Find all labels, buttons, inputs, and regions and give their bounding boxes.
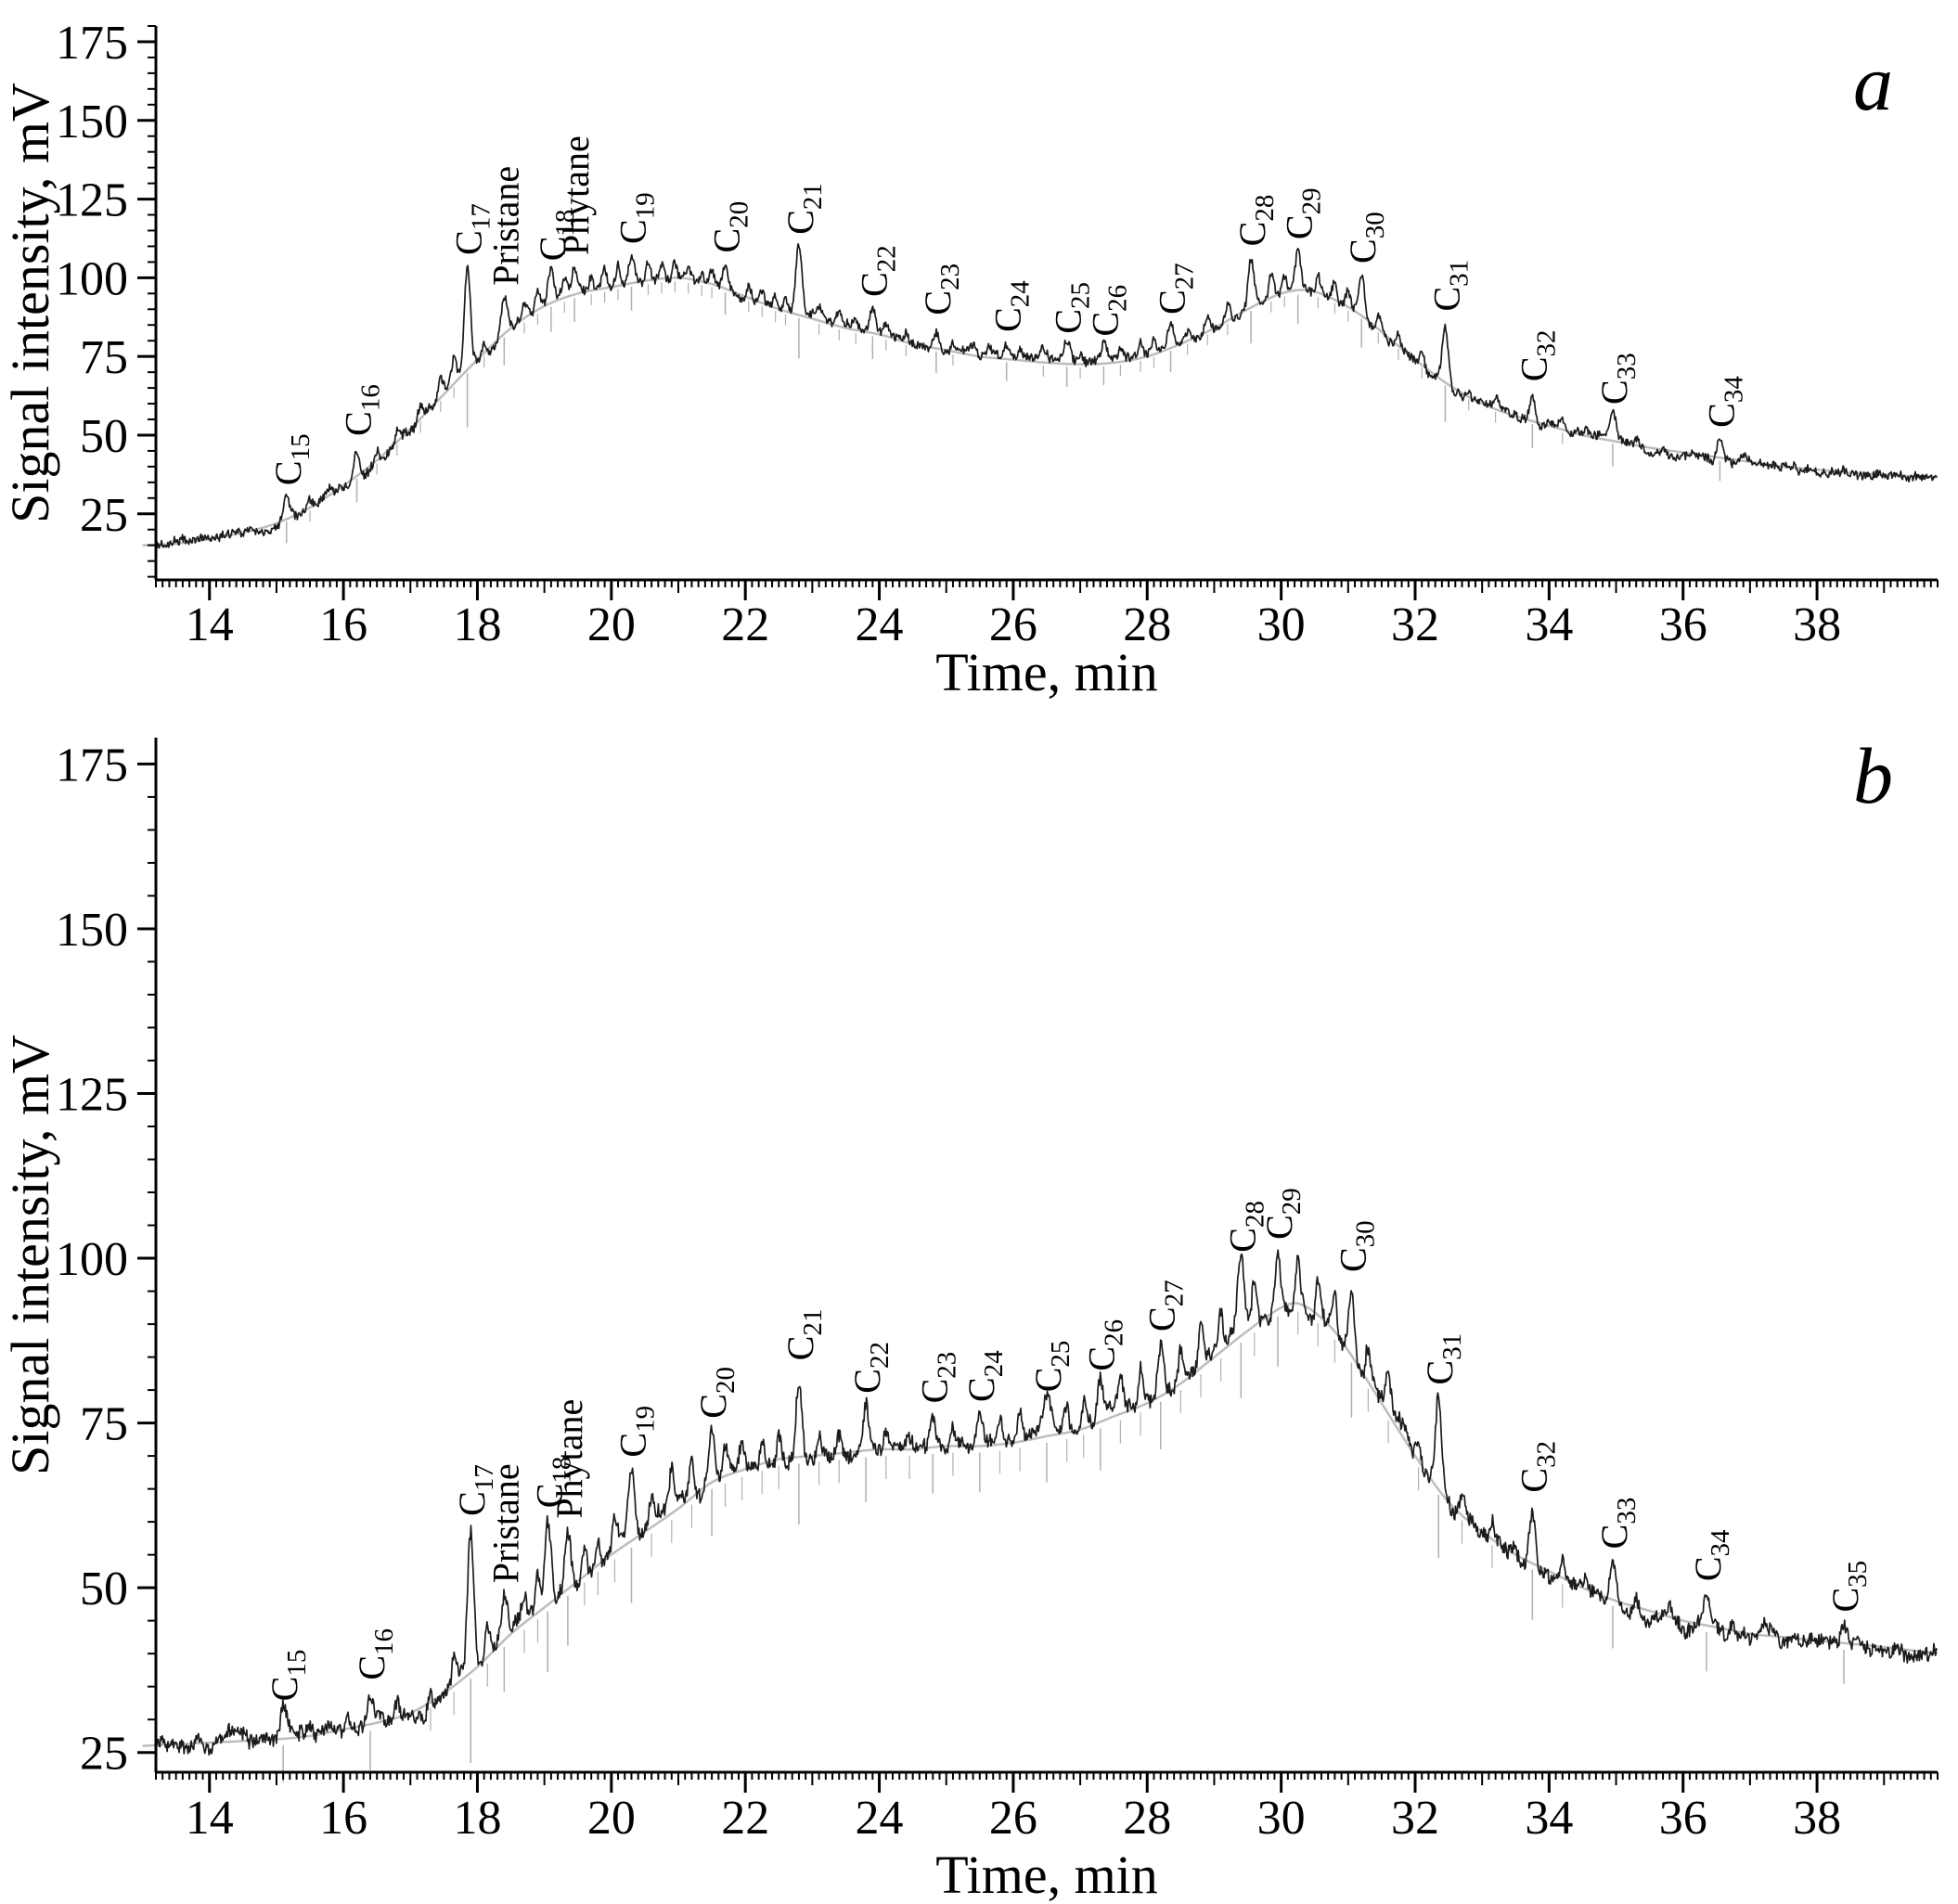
x-tick-label: 38 [1793, 1792, 1841, 1845]
peak-label: C17 [448, 203, 496, 255]
peak-label: C28 [1221, 1201, 1269, 1253]
x-tick-label: 32 [1391, 598, 1439, 651]
peak-label: C31 [1419, 1333, 1467, 1385]
y-tick-label: 25 [80, 489, 128, 542]
x-tick-label: 22 [721, 1792, 769, 1845]
x-tick-label: 20 [587, 1792, 636, 1845]
peak-label: C30 [1332, 1220, 1380, 1272]
chromatogram-trace [155, 242, 1938, 549]
y-tick-label: 25 [80, 1728, 128, 1781]
x-tick-label: 16 [319, 1792, 367, 1845]
y-tick-label: 100 [56, 252, 128, 305]
x-tick-label: 22 [721, 598, 769, 651]
peak-label: C34 [1687, 1529, 1735, 1581]
y-tick-label: 75 [80, 331, 128, 384]
peak-label: C15 [264, 1650, 312, 1702]
peak-label: C27 [1152, 263, 1200, 315]
x-tick-label: 34 [1525, 1792, 1573, 1845]
peak-label: C20 [706, 201, 754, 253]
y-tick-label: 50 [80, 410, 128, 463]
peak-label: Phytane [548, 1399, 590, 1519]
peak-label: Pristane [484, 166, 526, 286]
x-tick-label: 28 [1123, 1792, 1171, 1845]
x-tick-label: 26 [989, 1792, 1037, 1845]
peak-label: C33 [1593, 353, 1642, 405]
peak-label: C25 [1048, 282, 1096, 334]
y-axis-title: Signal intensity, mV [0, 83, 60, 523]
x-axis-title: Time, min [935, 642, 1158, 701]
x-tick-label: 24 [856, 598, 904, 651]
peak-label: C26 [1084, 285, 1132, 337]
peak-label: C19 [612, 192, 660, 244]
peak-label: C29 [1258, 1188, 1307, 1240]
peak-label: C33 [1593, 1498, 1642, 1550]
y-tick-label: 50 [80, 1563, 128, 1615]
baseline-envelope-curve [142, 277, 1939, 547]
peak-label: C17 [451, 1464, 499, 1516]
peak-label: C35 [1824, 1561, 1873, 1613]
x-tick-label: 36 [1659, 1792, 1707, 1845]
y-tick-label: 150 [56, 904, 128, 957]
peak-label: C22 [853, 245, 901, 297]
y-tick-label: 125 [56, 1069, 128, 1122]
x-tick-label: 32 [1391, 1792, 1439, 1845]
panel-letter-b: b [1853, 731, 1893, 820]
x-tick-label: 16 [319, 598, 367, 651]
peak-label: C21 [779, 1309, 828, 1361]
x-tick-label: 18 [453, 598, 501, 651]
peak-label: C30 [1342, 212, 1390, 264]
x-tick-label: 26 [989, 598, 1037, 651]
y-tick-label: 175 [56, 739, 128, 791]
peak-label: C26 [1081, 1319, 1129, 1371]
peak-label: C21 [779, 183, 828, 235]
x-tick-label: 30 [1257, 598, 1306, 651]
y-tick-label: 125 [56, 174, 128, 227]
y-axis-title: Signal intensity, mV [0, 1035, 60, 1475]
peak-label: C23 [917, 264, 965, 315]
x-tick-label: 38 [1793, 598, 1841, 651]
peak-label: C24 [960, 1350, 1009, 1402]
peak-label: C18 [528, 1457, 576, 1509]
peak-label: C32 [1513, 1441, 1561, 1493]
peak-label: C25 [1027, 1341, 1076, 1393]
x-tick-label: 36 [1659, 598, 1707, 651]
peak-label: C31 [1425, 260, 1474, 312]
peak-label: C18 [532, 210, 580, 262]
x-tick-label: 28 [1123, 598, 1171, 651]
chromatogram-trace [155, 1249, 1939, 1756]
peak-label: C29 [1279, 187, 1327, 239]
peak-label: C24 [987, 280, 1036, 332]
x-axis-title: Time, min [935, 1845, 1158, 1904]
y-tick-label: 150 [56, 96, 128, 148]
peak-label: C23 [913, 1352, 961, 1404]
x-tick-label: 14 [186, 1792, 234, 1845]
x-tick-label: 20 [587, 598, 636, 651]
y-tick-label: 100 [56, 1233, 128, 1286]
peak-label: Phytane [555, 135, 597, 255]
peak-label: C32 [1513, 329, 1561, 381]
x-tick-label: 24 [856, 1792, 904, 1845]
y-tick-label: 175 [56, 17, 128, 70]
y-tick-label: 75 [80, 1398, 128, 1451]
x-tick-label: 14 [186, 598, 234, 651]
peak-label: C28 [1231, 195, 1280, 247]
x-tick-label: 30 [1257, 1792, 1306, 1845]
peak-label: Pristane [484, 1463, 526, 1583]
peak-label: C15 [267, 433, 316, 485]
peak-label: C27 [1141, 1280, 1190, 1332]
peak-label: C34 [1700, 376, 1748, 428]
peak-label: C19 [612, 1406, 660, 1458]
peak-label: C20 [692, 1367, 741, 1419]
peak-label: C16 [338, 384, 386, 436]
x-tick-label: 18 [453, 1792, 501, 1845]
peak-label: C16 [351, 1628, 399, 1680]
panel-letter-a: a [1853, 38, 1893, 127]
x-tick-label: 34 [1525, 598, 1573, 651]
peak-label: C22 [846, 1342, 895, 1394]
